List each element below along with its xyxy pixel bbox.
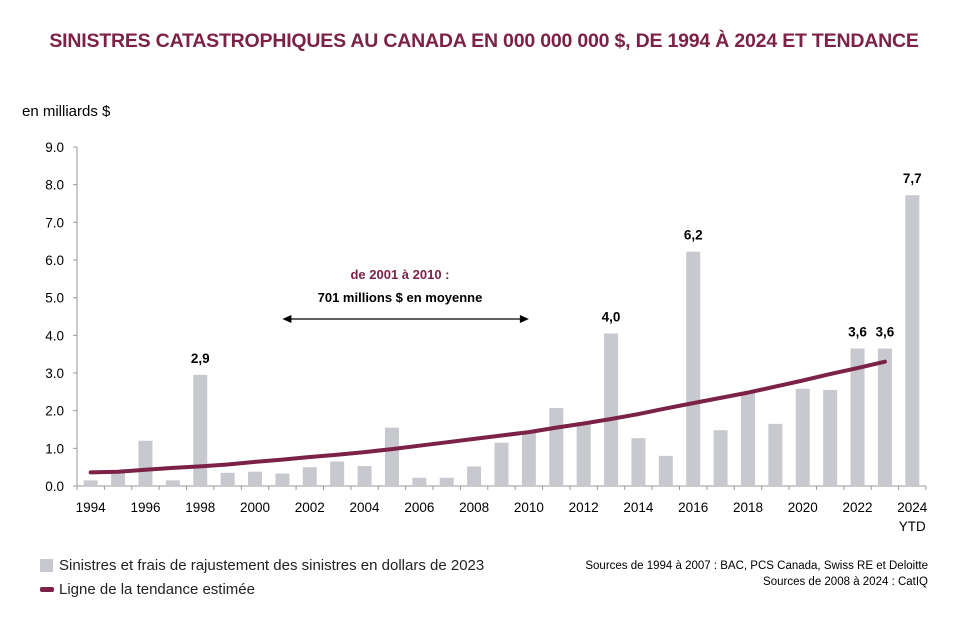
bar-2011 <box>549 408 564 486</box>
legend-trend-label: Ligne de la tendance estimée <box>59 580 255 598</box>
bar-1995 <box>111 470 126 486</box>
sources-line-1: Sources de 1994 à 2007 : BAC, PCS Canada… <box>585 560 928 572</box>
bar-2015 <box>658 455 673 486</box>
x-tick-label: 2024 <box>897 500 928 515</box>
arrowhead-right <box>519 315 529 323</box>
trend-series <box>88 359 887 475</box>
sources-note: Sources de 1994 à 2007 : BAC, PCS Canada… <box>585 558 928 590</box>
bar-2001 <box>275 473 290 486</box>
x-tick-label: 2006 <box>404 500 434 515</box>
sources-line-2: Sources de 2008 à 2024 : CatIQ <box>763 576 928 588</box>
legend-line-swatch <box>40 586 54 592</box>
bar-2002 <box>302 467 317 486</box>
x-tick-label: 2016 <box>678 500 708 515</box>
y-tick-label: 8.0 <box>45 178 64 193</box>
bar-2023 <box>877 348 892 486</box>
bar-2009 <box>494 442 509 486</box>
x-tick-label: 2004 <box>350 500 381 515</box>
x-tick-label: 2020 <box>788 500 818 515</box>
data-label-2022: 3,6 <box>848 325 867 340</box>
bar-2012 <box>576 421 591 486</box>
bar-series <box>83 195 920 487</box>
arrowhead-left <box>282 315 292 323</box>
chart-title: SINISTRES CATASTROPHIQUES AU CANADA EN 0… <box>49 30 919 52</box>
bar-2020 <box>795 388 810 486</box>
data-label-2013: 4,0 <box>602 309 621 324</box>
y-tick-label: 3.0 <box>45 366 64 381</box>
y-tick-label: 1.0 <box>45 441 64 456</box>
average-annotation: de 2001 à 2010 : 701 millions $ en moyen… <box>282 267 529 323</box>
bar-2004 <box>357 466 372 486</box>
x-tick-sublabel-ytd: YTD <box>899 519 926 534</box>
bar-2006 <box>412 477 427 486</box>
data-labels: 2,9 4,0 6,2 3,6 3,6 7,7 <box>191 171 922 366</box>
x-tick-label: 2008 <box>459 500 489 515</box>
bar-2021 <box>823 389 838 486</box>
bar-2018 <box>740 391 755 486</box>
bar-2022 <box>850 348 865 486</box>
bar-1999 <box>220 472 235 486</box>
y-tick-label: 9.0 <box>45 140 64 155</box>
x-tick-label: 2012 <box>569 500 599 515</box>
data-label-2016: 6,2 <box>684 228 703 243</box>
y-tick-label: 5.0 <box>45 291 64 306</box>
y-tick-label: 7.0 <box>45 215 64 230</box>
x-tick-label: 2010 <box>514 500 544 515</box>
y-axis-unit-label: en milliards $ <box>22 103 111 120</box>
annotation-text: 701 millions $ en moyenne <box>318 290 483 305</box>
bar-2008 <box>467 466 482 486</box>
x-tick-label: 2000 <box>240 500 270 515</box>
bar-2010 <box>521 431 536 486</box>
y-tick-label: 0.0 <box>45 479 64 494</box>
bar-2017 <box>713 430 728 486</box>
legend-item-bars: Sinistres et frais de rajustement des si… <box>40 553 484 577</box>
legend-bar-swatch <box>40 558 53 572</box>
bar-2003 <box>330 461 345 486</box>
x-tick-label: 2022 <box>843 500 873 515</box>
data-label-2023: 3,6 <box>876 325 895 340</box>
bar-2019 <box>768 423 783 486</box>
bar-1997 <box>165 480 180 486</box>
y-tick-label: 2.0 <box>45 404 64 419</box>
bar-1996 <box>138 440 153 486</box>
bar-2000 <box>248 471 263 486</box>
bar-2024 <box>905 195 920 487</box>
bar-2013 <box>604 333 619 486</box>
data-label-2024: 7,7 <box>903 171 922 186</box>
y-axis: 0.0 1.0 2.0 3.0 4.0 5.0 6.0 7.0 8.0 9.0 <box>45 140 78 494</box>
legend-item-trend: Ligne de la tendance estimée <box>40 577 484 601</box>
bar-2007 <box>439 477 454 486</box>
x-tick-label: 1998 <box>185 500 215 515</box>
legend: Sinistres et frais de rajustement des si… <box>40 553 484 601</box>
x-tick-label: 1994 <box>76 500 107 515</box>
x-tick-label: 2018 <box>733 500 763 515</box>
y-tick-label: 6.0 <box>45 253 64 268</box>
x-axis: 1994 1996 1998 2000 2002 2004 2006 2008 2010 2012… <box>76 485 928 534</box>
annotation-heading: de 2001 à 2010 : <box>350 267 449 282</box>
x-tick-label: 2002 <box>295 500 325 515</box>
bar-2016 <box>686 251 701 486</box>
bar-2005 <box>384 427 399 486</box>
legend-bars-label: Sinistres et frais de rajustement des si… <box>59 556 485 574</box>
trend-line <box>88 359 887 475</box>
y-tick-label: 4.0 <box>45 328 64 343</box>
x-tick-label: 2014 <box>623 500 654 515</box>
data-label-1998: 2,9 <box>191 351 210 366</box>
x-tick-label: 1996 <box>130 500 160 515</box>
bar-1994 <box>83 480 98 486</box>
bar-1998 <box>193 374 208 486</box>
bar-2014 <box>631 438 646 486</box>
